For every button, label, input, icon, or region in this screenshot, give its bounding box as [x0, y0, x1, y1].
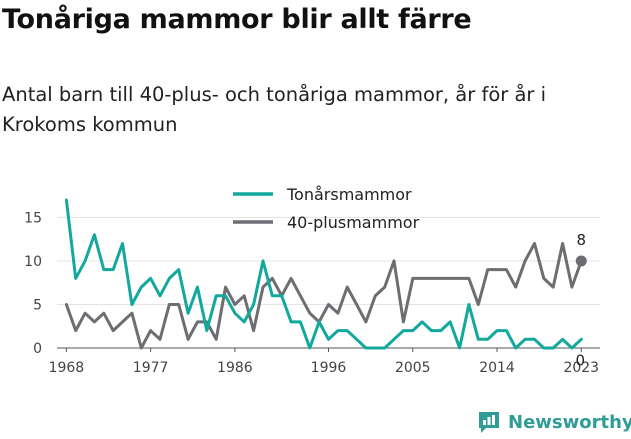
y-tick-label: 0: [33, 341, 42, 357]
end-value-label: 0: [576, 351, 586, 369]
brand-logo: Newsworthy: [476, 409, 631, 435]
legend-label: 40-plusmammor: [287, 213, 420, 232]
brand-name: Newsworthy: [508, 411, 631, 433]
series-line-ton-rsmammor: [64, 198, 583, 350]
x-tick-label: 1977: [133, 360, 169, 376]
x-tick-label: 2014: [479, 360, 515, 376]
x-tick-label: 2023: [563, 360, 599, 376]
y-tick-label: 10: [24, 254, 42, 270]
end-point-marker: [575, 255, 587, 267]
newsworthy-logo-icon: [479, 412, 499, 433]
chart-subtitle: Antal barn till 40-plus- och tonåriga ma…: [2, 83, 547, 136]
y-tick-label: 5: [33, 297, 42, 313]
chart-title: Tonåriga mammor blir allt färre: [2, 4, 472, 35]
x-tick-label: 1996: [311, 360, 347, 376]
end-value-label: 8: [577, 231, 587, 249]
x-tick-label: 2005: [395, 360, 431, 376]
x-tick-label: 1968: [49, 360, 85, 376]
legend-label: Tonårsmammor: [286, 185, 412, 204]
series-line-40-plusmammor: [64, 242, 583, 350]
x-tick-label: 1986: [217, 360, 253, 376]
y-tick-label: 15: [24, 210, 42, 226]
